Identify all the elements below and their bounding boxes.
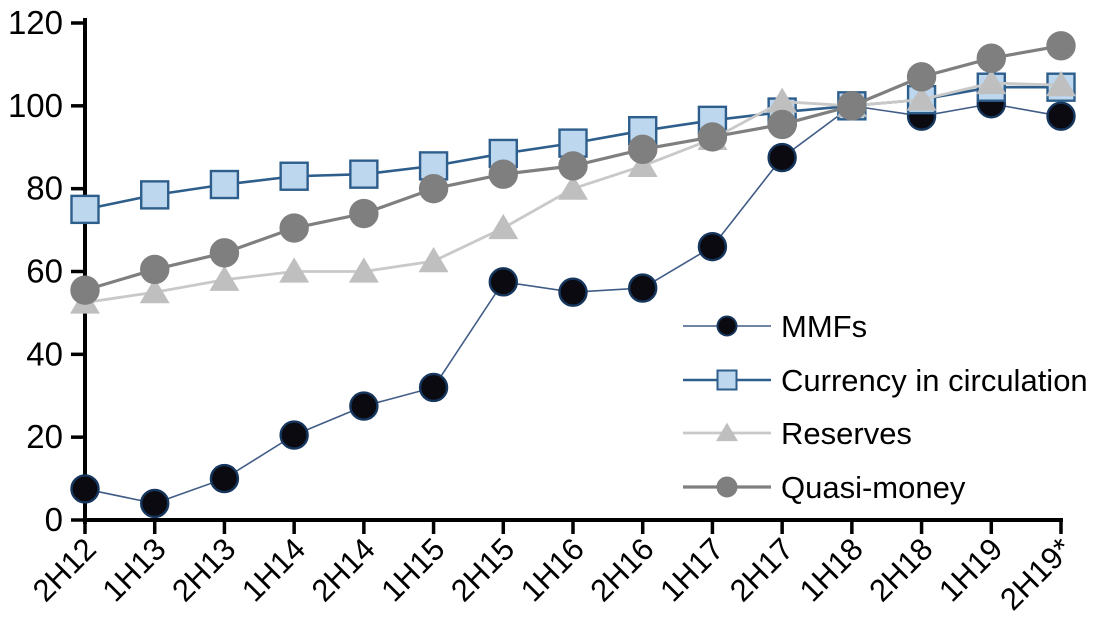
y-tick-label: 120: [8, 4, 63, 41]
marker-mmfs: [767, 142, 797, 173]
x-tick-label: 2H13: [165, 531, 242, 608]
y-tick-label: 100: [8, 87, 63, 124]
x-tick-label: 1H18: [793, 531, 870, 608]
marker-mmfs: [488, 267, 518, 297]
marker-currency-in-circulation: [279, 161, 309, 191]
series-mmfs: [70, 89, 1076, 519]
x-tick-label: 2H12: [26, 531, 103, 608]
marker-currency-in-circulation: [140, 180, 170, 210]
marker-reserves: [139, 278, 170, 304]
x-tick-label: 1H16: [514, 531, 591, 608]
legend-item-quasi-money: Quasi-money: [683, 470, 966, 505]
marker-reserves: [767, 87, 798, 113]
y-axis: 0 20 40 60 80 100 120: [8, 4, 87, 538]
marker-quasi-money: [279, 213, 309, 243]
x-tick-label: 2H14: [305, 531, 382, 608]
x-tick-label: 2H16: [584, 531, 661, 608]
x-tick-label: 1H14: [235, 531, 312, 608]
legend-label: Quasi-money: [781, 470, 966, 505]
x-tick-label: 1H13: [96, 531, 173, 608]
marker-quasi-money: [767, 109, 797, 140]
marker-mmfs: [558, 277, 588, 307]
marker-mmfs: [140, 488, 170, 519]
marker-quasi-money: [209, 238, 240, 268]
x-tick-label: 2H18: [862, 531, 939, 608]
legend-label: Currency in circulation: [781, 363, 1088, 398]
legend-label: MMFs: [781, 309, 867, 344]
marker-currency-in-circulation: [70, 194, 100, 225]
marker-mmfs: [279, 420, 309, 450]
x-tick-label: 1H17: [653, 531, 730, 608]
legend: MMFs Currency in circulation Reserves Quasi…: [683, 309, 1088, 505]
x-tick-label: 2H15: [444, 531, 521, 608]
marker-reserves: [279, 257, 310, 283]
y-tick-label: 40: [26, 335, 63, 372]
marker-quasi-money: [140, 254, 170, 285]
x-axis: 2H121H132H131H142H141H152H151H162H161H17…: [26, 518, 1079, 617]
marker-quasi-money: [976, 43, 1006, 73]
y-tick-label: 60: [26, 253, 63, 290]
marker-reserves: [906, 85, 937, 111]
y-tick-label: 0: [45, 501, 63, 538]
marker-mmfs: [628, 273, 658, 303]
marker-mmfs: [349, 391, 379, 421]
marker-quasi-money: [488, 159, 518, 189]
x-tick-label: 1H15: [374, 531, 451, 608]
marker-reserves: [418, 247, 449, 273]
legend-item-currency-in-circulation: Currency in circulation: [683, 363, 1088, 398]
marker-quasi-money: [418, 173, 449, 204]
legend-label: Reserves: [781, 416, 912, 451]
marker-quasi-money: [837, 91, 867, 121]
y-tick-label: 80: [26, 170, 63, 207]
series-reserves: [70, 68, 1076, 314]
marker-reserves: [209, 265, 240, 291]
marker-reserves: [348, 257, 379, 283]
marker-reserves: [558, 174, 588, 200]
marker-quasi-money: [697, 122, 728, 152]
marker-reserves: [976, 68, 1007, 95]
marker-quasi-money: [628, 134, 658, 165]
series-plot-area: [70, 31, 1076, 519]
marker-mmfs: [697, 231, 728, 262]
legend-marker-quasi-money: [716, 476, 738, 498]
legend-item-reserves: Reserves: [683, 416, 912, 451]
marker-mmfs: [70, 474, 100, 504]
marker-reserves: [488, 213, 519, 240]
marker-reserves: [627, 151, 658, 177]
legend-marker-reserves: [716, 422, 738, 442]
marker-mmfs: [209, 463, 240, 494]
marker-reserves: [1046, 71, 1076, 97]
legend-item-mmfs: MMFs: [683, 309, 867, 344]
marker-currency-in-circulation: [209, 169, 240, 200]
legend-marker-currency-in-circulation: [716, 369, 738, 391]
marker-quasi-money: [70, 275, 100, 305]
x-tick-label: 2H17: [723, 531, 800, 608]
marker-quasi-money: [906, 62, 937, 92]
marker-mmfs: [1046, 101, 1076, 131]
marker-quasi-money: [558, 151, 588, 181]
series-quasi-money: [70, 31, 1076, 305]
y-tick-label: 20: [26, 418, 63, 455]
marker-quasi-money: [349, 198, 379, 229]
x-tick-label: 2H19*: [993, 531, 1079, 617]
marker-currency-in-circulation: [349, 159, 379, 189]
marker-quasi-money: [1046, 31, 1076, 61]
marker-mmfs: [418, 372, 449, 403]
legend-marker-mmfs: [716, 315, 738, 337]
